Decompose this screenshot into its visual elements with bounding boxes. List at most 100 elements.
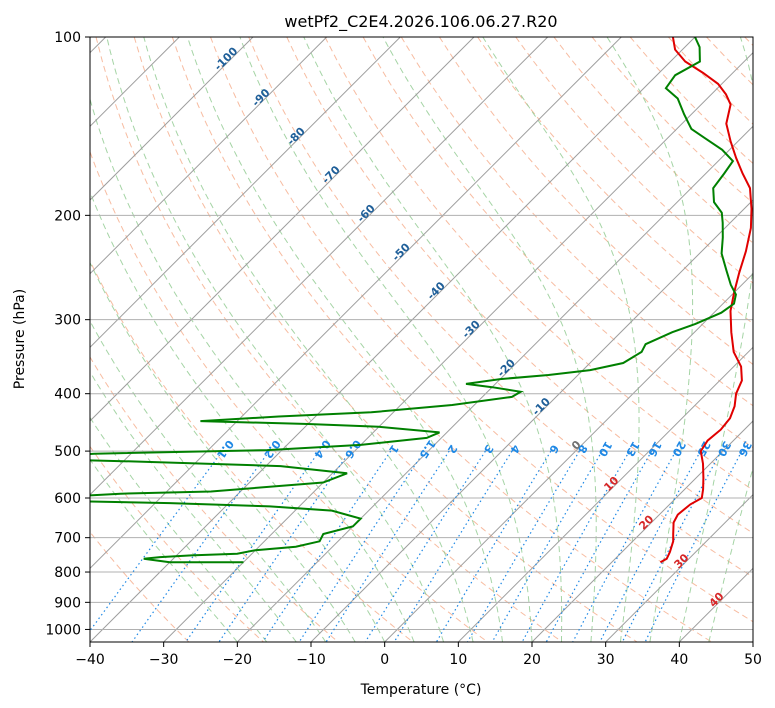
mixing-ratio-line <box>262 450 392 642</box>
dry-adiabat-line <box>171 37 712 642</box>
isotherm-line <box>90 37 475 422</box>
x-tick-label: −30 <box>149 652 179 668</box>
x-axis-title: Temperature (°C) <box>360 682 482 698</box>
moist-adiabat-line <box>382 37 597 642</box>
x-tick-label: −20 <box>223 652 253 668</box>
isotherm-line <box>90 37 549 496</box>
mixing-ratio-label: 0.4 <box>311 437 333 461</box>
mixing-ratio-line <box>621 450 722 642</box>
dry-adiabat-line <box>324 37 753 491</box>
mixing-ratio-label: 4 <box>507 442 522 456</box>
isotherm-line <box>90 37 254 201</box>
isotherm-line <box>605 493 753 642</box>
isotherm-label: -20 <box>495 356 518 379</box>
mixing-ratio-label: 20 <box>669 439 688 459</box>
isotherm-label: -60 <box>355 202 378 225</box>
moist-adiabat-line <box>239 37 533 642</box>
dry-adiabat-line <box>553 37 753 244</box>
isotherm-label: 30 <box>672 551 692 571</box>
isotherm-line <box>90 37 622 570</box>
isotherm-label: -30 <box>460 318 483 341</box>
x-tick-label: 30 <box>597 652 615 668</box>
dry-adiabat-line <box>591 37 753 204</box>
x-tick-label: −10 <box>296 652 326 668</box>
isotherm-line <box>163 51 753 642</box>
moist-adiabat-line <box>187 37 503 642</box>
x-tick-label: 40 <box>670 652 688 668</box>
mixing-ratio-label: 2 <box>445 442 460 456</box>
x-tick-label: 0 <box>380 652 389 668</box>
dry-adiabat-line <box>90 445 264 642</box>
isotherm-line <box>752 641 753 642</box>
y-tick-label: 300 <box>54 313 81 329</box>
y-axis: 100 200 300 400 500 600 700 800 900 1000 <box>45 30 90 638</box>
dry-adiabat-line <box>133 37 638 642</box>
mixing-ratio-label: 3 <box>481 442 496 455</box>
y-tick-label: 100 <box>54 30 81 46</box>
isotherm-line <box>531 420 753 642</box>
isotherm-label: 10 <box>601 474 621 494</box>
y-axis-title: Pressure (hPa) <box>12 289 28 389</box>
mixing-ratio-line <box>298 450 425 642</box>
mixing-ratio-label: 25 <box>694 439 713 459</box>
isotherm-label: -90 <box>249 86 272 109</box>
mixing-ratio-line <box>521 450 631 642</box>
x-tick-label: 10 <box>449 652 467 668</box>
isotherm-line <box>90 37 696 642</box>
dry-adiabat-line <box>438 37 753 366</box>
isotherm-label: 40 <box>707 590 727 610</box>
isotherm-line <box>236 125 753 642</box>
y-tick-label: 600 <box>54 491 81 507</box>
mixing-ratio-label: 30 <box>715 439 734 459</box>
x-tick-label: 20 <box>523 652 541 668</box>
isotherm-line <box>90 37 401 349</box>
isotherm-label: -10 <box>530 395 553 418</box>
moist-adiabat-line <box>303 37 563 642</box>
moist-adiabat-line <box>90 320 327 642</box>
dry-adiabat-line <box>95 37 563 642</box>
mixing-ratio-line <box>435 450 552 642</box>
dry-adiabat-line <box>477 37 753 325</box>
dry-adiabat-line <box>248 37 753 578</box>
x-tick-label: 50 <box>744 652 762 668</box>
isotherm-line <box>310 199 753 642</box>
y-tick-label: 200 <box>54 208 81 224</box>
mixing-ratio-line <box>218 450 351 642</box>
moist-adiabat-line <box>482 37 640 642</box>
mixing-ratio-line <box>90 450 223 632</box>
moist-adiabat-line <box>606 37 694 642</box>
y-tick-label: 400 <box>54 387 81 403</box>
isotherm-label: 20 <box>636 512 656 532</box>
moist-adiabat-line <box>678 37 753 642</box>
dry-adiabat-line <box>90 356 339 642</box>
isotherm-label: -50 <box>390 240 413 263</box>
mixing-ratio-line <box>131 450 270 642</box>
mixing-ratio-line <box>644 450 743 642</box>
dry-adiabat-line <box>90 531 190 642</box>
mixing-ratio-line <box>572 450 677 642</box>
mixing-ratio-line <box>466 450 580 642</box>
x-tick-label: −40 <box>75 652 105 668</box>
moist-adiabat-line <box>90 190 386 642</box>
isotherm-label: -70 <box>320 163 343 186</box>
dry-adiabat-line <box>744 37 753 47</box>
isotherm-line <box>384 272 753 642</box>
mixing-ratio-line <box>325 450 450 642</box>
dry-adiabat-line <box>90 150 488 642</box>
y-tick-label: 500 <box>54 444 81 460</box>
moist-adiabat-line <box>90 261 356 642</box>
moist-adiabat-line <box>143 37 474 642</box>
dry-adiabat-line <box>668 37 753 125</box>
mixing-ratio-label: 0.6 <box>342 437 364 461</box>
moist-adiabat-line <box>708 465 753 642</box>
mixing-ratio-line <box>545 450 653 642</box>
chart-title: wetPf2_C2E4.2026.106.06.27.R20 <box>284 12 557 32</box>
dewpoint-profile-line <box>90 37 737 564</box>
isotherm-line <box>90 37 328 275</box>
dry-adiabat-line <box>90 259 414 642</box>
mixing-ratio-label: 6 <box>546 442 561 456</box>
mixing-ratio-label: 1.5 <box>416 437 438 460</box>
moist-adiabat-line <box>90 458 238 642</box>
mixing-ratio-line <box>491 450 603 642</box>
